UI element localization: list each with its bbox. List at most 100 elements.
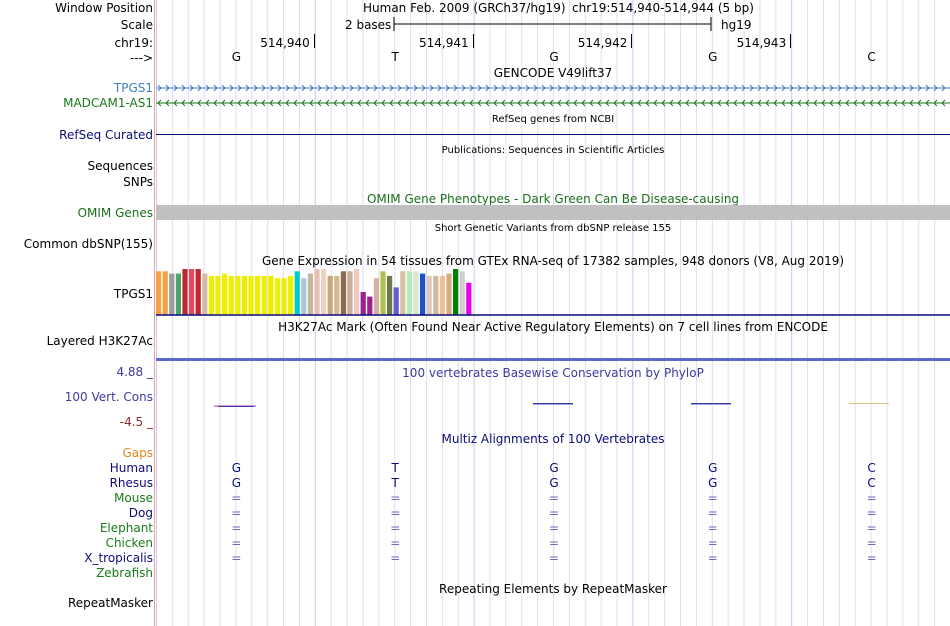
- strand-chevron: [701, 99, 706, 107]
- strand-chevron: [533, 99, 538, 107]
- phylop-signal[interactable]: [156, 398, 950, 412]
- strand-chevron: [717, 84, 722, 92]
- phylop-max-label: 4.88 _: [116, 365, 153, 379]
- strand-chevron: [725, 84, 730, 92]
- strand-chevron: [237, 84, 242, 92]
- gtex-tissue-bar: [274, 278, 280, 315]
- strand-chevron: [461, 84, 466, 92]
- gene-feature-tpgs1[interactable]: [156, 81, 950, 95]
- gtex-tissue-bar: [175, 273, 181, 315]
- multiz-species-label[interactable]: Human: [109, 461, 153, 475]
- strand-chevron: [477, 99, 482, 107]
- gtex-expression-bars[interactable]: [156, 268, 950, 316]
- strand-chevron: [717, 99, 722, 107]
- strand-chevron: [941, 84, 946, 92]
- strand-chevron: [797, 84, 802, 92]
- multiz-base: =: [390, 536, 401, 550]
- strand-chevron: [333, 84, 338, 92]
- gtex-tissue-bar: [314, 269, 320, 315]
- omim-track-title: OMIM Gene Phenotypes - Dark Green Can Be…: [366, 192, 740, 206]
- assembly-title: Human Feb. 2009 (GRCh37/hg19): [363, 1, 566, 15]
- strand-chevron: [325, 84, 330, 92]
- multiz-base: =: [231, 491, 242, 505]
- strand-chevron: [349, 84, 354, 92]
- label-separator: [154, 0, 155, 626]
- gene-label-tpgs1[interactable]: TPGS1: [113, 81, 153, 95]
- gtex-tissue-bar: [400, 271, 406, 315]
- strand-chevron: [437, 99, 442, 107]
- strand-chevron: [549, 84, 554, 92]
- refseq-feature-line[interactable]: [156, 134, 950, 135]
- window-position-label: Window Position: [55, 1, 153, 15]
- h3k27ac-label[interactable]: Layered H3K27Ac: [46, 334, 153, 348]
- multiz-species-label[interactable]: Elephant: [99, 521, 153, 535]
- multiz-species-label[interactable]: Dog: [128, 506, 153, 520]
- multiz-species-label[interactable]: Mouse: [114, 491, 153, 505]
- phylop-label[interactable]: 100 Vert. Cons: [64, 390, 153, 404]
- strand-chevron: [205, 99, 210, 107]
- repeatmasker-label[interactable]: RepeatMasker: [67, 596, 153, 610]
- strand-chevron: [693, 99, 698, 107]
- multiz-species-label[interactable]: Zebrafish: [96, 566, 153, 580]
- gtex-tissue-bar: [321, 269, 327, 315]
- refseq-label[interactable]: RefSeq Curated: [59, 128, 153, 142]
- ruler-tick-label: 514,940: [260, 36, 310, 50]
- ruler-tick-label: 514,942: [577, 36, 628, 50]
- publications-snps-label[interactable]: SNPs: [123, 175, 153, 189]
- omim-label[interactable]: OMIM Genes: [77, 206, 153, 220]
- gtex-tissue-bar: [459, 271, 465, 315]
- gtex-tissue-bar: [373, 278, 379, 315]
- strand-chevron: [581, 84, 586, 92]
- strand-chevron: [453, 99, 458, 107]
- gtex-tissue-bar: [387, 275, 393, 315]
- strand-chevron: [565, 99, 570, 107]
- strand-chevron: [429, 99, 434, 107]
- strand-chevron: [277, 99, 282, 107]
- omim-feature-bar[interactable]: [156, 205, 950, 220]
- gene-label-madcam1-as1[interactable]: MADCAM1-AS1: [63, 96, 153, 110]
- strand-chevron: [845, 99, 850, 107]
- multiz-base: =: [707, 551, 718, 565]
- strand-chevron: [877, 99, 882, 107]
- strand-chevron: [901, 84, 906, 92]
- publications-sequences-label[interactable]: Sequences: [87, 159, 153, 173]
- strand-chevron: [181, 99, 186, 107]
- multiz-gaps-label[interactable]: Gaps: [122, 446, 153, 460]
- strand-chevron: [685, 84, 690, 92]
- strand-chevron: [933, 99, 938, 107]
- multiz-species-label[interactable]: Rhesus: [109, 476, 153, 490]
- strand-chevron: [533, 84, 538, 92]
- gtex-gene-label[interactable]: TPGS1: [113, 287, 153, 301]
- multiz-base: =: [390, 491, 401, 505]
- scale-label: Scale: [120, 18, 153, 32]
- h3k27ac-signal[interactable]: [156, 358, 950, 361]
- strand-chevron: [309, 99, 314, 107]
- gtex-tissue-bar: [340, 271, 346, 315]
- multiz-species-label[interactable]: X_tropicalis: [84, 551, 153, 565]
- gene-feature-madcam1-as1[interactable]: [156, 96, 950, 110]
- strand-chevron: [941, 99, 946, 107]
- multiz-base: G: [549, 461, 559, 475]
- strand-chevron: [741, 84, 746, 92]
- strand-chevron: [501, 84, 506, 92]
- strand-chevron: [629, 84, 634, 92]
- strand-chevron: [341, 99, 346, 107]
- strand-chevron: [765, 99, 770, 107]
- repeatmasker-track-title: Repeating Elements by RepeatMasker: [439, 582, 667, 596]
- strand-label: --->: [129, 51, 153, 65]
- strand-chevron: [613, 84, 618, 92]
- reference-base: T: [391, 50, 399, 64]
- strand-chevron: [157, 84, 162, 92]
- dbsnp-label[interactable]: Common dbSNP(155): [23, 237, 153, 251]
- multiz-species-label[interactable]: Chicken: [105, 536, 153, 550]
- strand-chevron: [621, 99, 626, 107]
- gtex-tissue-bar: [281, 278, 287, 315]
- strand-chevron: [301, 84, 306, 92]
- multiz-base: =: [866, 506, 877, 520]
- strand-chevron: [677, 99, 682, 107]
- strand-chevron: [333, 99, 338, 107]
- strand-chevron: [381, 99, 386, 107]
- strand-chevron: [317, 99, 322, 107]
- strand-chevron: [493, 99, 498, 107]
